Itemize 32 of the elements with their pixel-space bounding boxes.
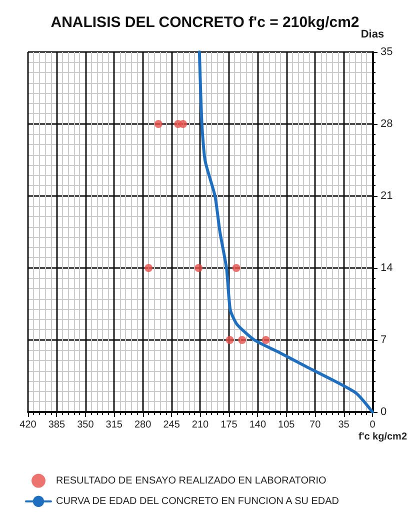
x-tick-label: 385	[48, 420, 66, 430]
point	[262, 336, 270, 344]
x-tick-label: 420	[20, 420, 37, 430]
point	[144, 264, 153, 272]
x-tick-label: 350	[77, 420, 94, 430]
point	[154, 120, 162, 128]
x-tick-label: 140	[249, 420, 266, 430]
x-tick-label: 35	[338, 420, 350, 430]
x-tick-label: 245	[163, 420, 180, 430]
y-tick-label: 28	[380, 118, 393, 130]
x-tick-label: 175	[220, 420, 238, 430]
y-tick-label: 35	[380, 46, 393, 58]
y-tick-label: 0	[380, 406, 387, 418]
point	[232, 264, 240, 272]
chart-title: ANALISIS DEL CONCRETO f'c = 210kg/cm2	[50, 14, 360, 31]
point	[179, 120, 188, 128]
x-tick-label: 210	[192, 420, 210, 430]
x-tick-label: 0	[370, 420, 376, 430]
point	[238, 336, 246, 344]
legend-label: CURVA DE EDAD DEL CONCRETO EN FUNCION A SU EDAD	[56, 496, 340, 507]
x-tick-label: 280	[134, 420, 152, 430]
y-tick-label: 21	[380, 190, 393, 202]
legend-label: RESULTADO DE ENSAYO REALIZADO EN LABORATORIO	[56, 475, 326, 486]
x-axis-title: f'c kg/cm2	[358, 432, 408, 442]
point	[194, 264, 203, 272]
point	[226, 336, 234, 344]
x-tick-label: 105	[278, 420, 296, 430]
x-tick-label: 315	[106, 420, 123, 430]
y-tick-label: 14	[380, 262, 393, 274]
x-tick-label: 70	[310, 420, 322, 430]
y-tick-label: 7	[380, 334, 387, 346]
y-axis-title: Dias	[360, 28, 384, 40]
